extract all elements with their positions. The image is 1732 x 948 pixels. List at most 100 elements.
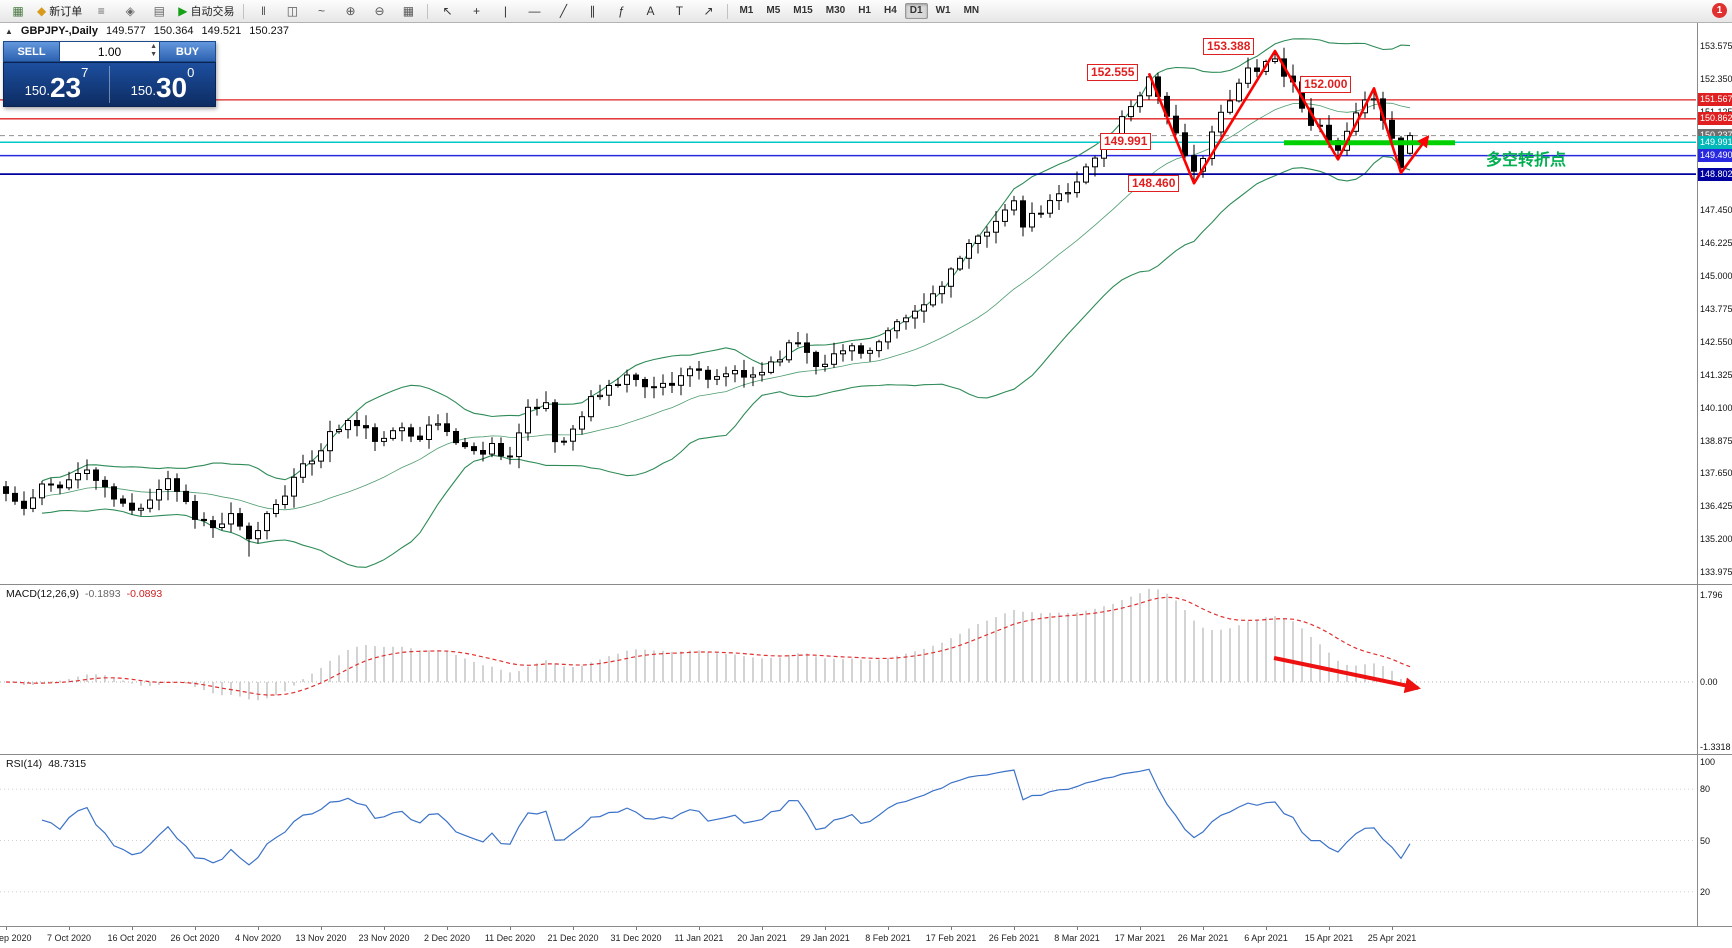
- toolbar-separator: [243, 3, 245, 19]
- candlestick-chart-icon[interactable]: ◫: [278, 1, 306, 21]
- date-tick-mark: [195, 927, 196, 930]
- timeframe-m5-button[interactable]: M5: [766, 5, 781, 16]
- ohlc-low: 149.521: [201, 25, 242, 37]
- date-tick-mark: [1266, 927, 1267, 930]
- price-callout[interactable]: 149.991: [1100, 133, 1152, 150]
- timeframe-h4-button[interactable]: H4: [883, 5, 897, 16]
- macd-name: MACD(12,26,9): [6, 588, 79, 600]
- crosshair-icon[interactable]: +: [462, 1, 490, 21]
- volume-down-button[interactable]: ▼: [150, 51, 157, 58]
- cursor-icon[interactable]: ↖: [433, 1, 461, 21]
- timeframe-m1-button[interactable]: M1: [739, 5, 754, 16]
- rsi-panel-separator[interactable]: [0, 754, 1732, 755]
- buy-price[interactable]: 150. 30 0: [110, 63, 215, 106]
- price-tick: 146.225: [1700, 238, 1732, 249]
- channel-icon[interactable]: ∥: [578, 1, 606, 21]
- line-chart-icon[interactable]: ~: [307, 1, 335, 21]
- horizontal-line-icon[interactable]: ―: [520, 1, 548, 21]
- date-tick-mark: [1329, 927, 1330, 930]
- text-icon[interactable]: A: [636, 1, 664, 21]
- date-tick-mark: [951, 927, 952, 930]
- autotrading-button[interactable]: ▶ 自动交易: [174, 1, 238, 21]
- cursor-icon: ↖: [442, 4, 453, 18]
- tile-windows-icon[interactable]: ▦: [394, 1, 422, 21]
- buy-button[interactable]: BUY: [159, 41, 216, 62]
- arrows-tool-icon[interactable]: ↗: [694, 1, 722, 21]
- date-tick-mark: [762, 927, 763, 930]
- price-callout[interactable]: 152.555: [1087, 64, 1139, 81]
- sell-button[interactable]: SELL: [3, 41, 60, 62]
- terminal-icon: ▤: [153, 4, 165, 18]
- date-label: 23 Nov 2020: [358, 933, 410, 943]
- price-tick: 152.350: [1700, 73, 1732, 84]
- label-icon[interactable]: T: [665, 1, 693, 21]
- vertical-line-icon: |: [503, 4, 508, 18]
- notification-badge[interactable]: 1: [1712, 3, 1727, 18]
- rsi-name: RSI(14): [6, 758, 43, 770]
- chart-header: ▲ GBPJPY-,Daily 149.577 150.364 149.521 …: [5, 25, 289, 37]
- volume-up-button[interactable]: ▲: [150, 43, 157, 50]
- fibonacci-icon[interactable]: ƒ: [607, 1, 635, 21]
- timeframe-mn-button[interactable]: MN: [963, 5, 980, 16]
- date-tick-mark: [699, 927, 700, 930]
- new-chart-icon: ▦: [12, 4, 24, 18]
- date-tick-mark: [1140, 927, 1141, 930]
- terminal-icon[interactable]: ▤: [145, 1, 173, 21]
- price-badge: 149.991: [1698, 135, 1732, 149]
- toolbar-separator: [427, 3, 429, 19]
- date-tick-mark: [6, 927, 7, 930]
- price-tick: 136.425: [1700, 501, 1732, 512]
- channel-icon: ∥: [589, 4, 596, 18]
- date-label: 13 Nov 2020: [295, 933, 347, 943]
- date-label: 26 Feb 2021: [988, 933, 1040, 943]
- date-tick-mark: [132, 927, 133, 930]
- price-badge: 148.802: [1698, 167, 1732, 181]
- collapse-one-click-icon[interactable]: ▲: [5, 26, 13, 36]
- timeframe-w1-button[interactable]: W1: [935, 5, 951, 16]
- price-scale[interactable]: 153.575 152.350 151.125 147.450 146.225 145.0…: [1697, 0, 1732, 947]
- new-chart-icon[interactable]: ▦: [4, 1, 32, 21]
- navigator-icon[interactable]: ◈: [116, 1, 144, 21]
- zoom-out-icon[interactable]: ⊖: [365, 1, 393, 21]
- trendline-icon[interactable]: ╱: [549, 1, 577, 21]
- timeframe-h1-button[interactable]: H1: [858, 5, 871, 16]
- date-label: 29 Jan 2021: [800, 933, 850, 943]
- navigator-icon: ◈: [125, 4, 135, 18]
- price-callout[interactable]: 148.460: [1128, 175, 1180, 192]
- date-label: 11 Dec 2020: [484, 933, 536, 943]
- market-watch-icon[interactable]: ≡: [87, 1, 115, 21]
- label-icon: T: [675, 4, 684, 18]
- price-callout[interactable]: 153.388: [1203, 38, 1255, 55]
- price-tick: 141.325: [1700, 369, 1732, 380]
- date-tick-mark: [888, 927, 889, 930]
- price-tick: 143.775: [1700, 304, 1732, 315]
- date-tick-mark: [69, 927, 70, 930]
- time-scale[interactable]: 28 Sep 2020 7 Oct 2020 16 Oct 2020 26 Oct 2…: [0, 926, 1732, 948]
- date-tick-mark: [1203, 927, 1204, 930]
- timeframe-m15-button[interactable]: M15: [793, 5, 813, 16]
- date-label: 25 Apr 2021: [1367, 933, 1417, 943]
- new-order-button[interactable]: ◆ 新订单: [33, 1, 86, 21]
- date-tick-mark: [510, 927, 511, 930]
- timeframe-m30-button[interactable]: M30: [825, 5, 846, 16]
- timeframe-d1-button[interactable]: D1: [904, 3, 928, 19]
- trendline-icon: ╱: [559, 4, 568, 18]
- vertical-line-icon[interactable]: |: [491, 1, 519, 21]
- price-tick: 133.975: [1700, 567, 1732, 578]
- date-label: 15 Apr 2021: [1304, 933, 1354, 943]
- date-tick-mark: [1392, 927, 1393, 930]
- price-tick: 153.575: [1700, 41, 1732, 51]
- bar-chart-icon[interactable]: ‖: [249, 1, 277, 21]
- zoom-in-icon[interactable]: ⊕: [336, 1, 364, 21]
- buy-price-main: 150.: [130, 83, 156, 98]
- zoom-out-icon: ⊖: [374, 4, 385, 18]
- turning-point-label[interactable]: 多空转折点: [1486, 152, 1567, 169]
- volume-input[interactable]: 1.00 ▲ ▼: [60, 41, 159, 62]
- sell-price[interactable]: 150. 23 7: [4, 63, 109, 106]
- price-callout[interactable]: 152.000: [1300, 76, 1352, 93]
- date-label: 8 Mar 2021: [1054, 933, 1100, 943]
- sell-price-main: 150.: [24, 83, 50, 98]
- macd-panel-separator[interactable]: [0, 584, 1732, 585]
- macd-scale-tick: -1.3318: [1700, 741, 1731, 752]
